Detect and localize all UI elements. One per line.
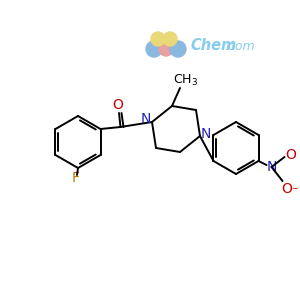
Text: $^-$: $^-$ [290, 186, 299, 196]
Circle shape [159, 42, 173, 56]
Text: F: F [72, 171, 80, 185]
Circle shape [146, 41, 162, 57]
Text: O: O [281, 182, 292, 196]
Circle shape [163, 32, 177, 46]
Circle shape [170, 41, 186, 57]
Text: CH$_3$: CH$_3$ [173, 72, 199, 88]
Text: O: O [112, 98, 124, 112]
Text: Chem: Chem [190, 38, 236, 53]
Circle shape [151, 32, 165, 46]
Text: O: O [285, 148, 296, 162]
Text: N: N [266, 160, 277, 174]
Text: .com: .com [224, 40, 255, 52]
Text: N: N [141, 112, 151, 126]
Text: N: N [201, 127, 211, 141]
